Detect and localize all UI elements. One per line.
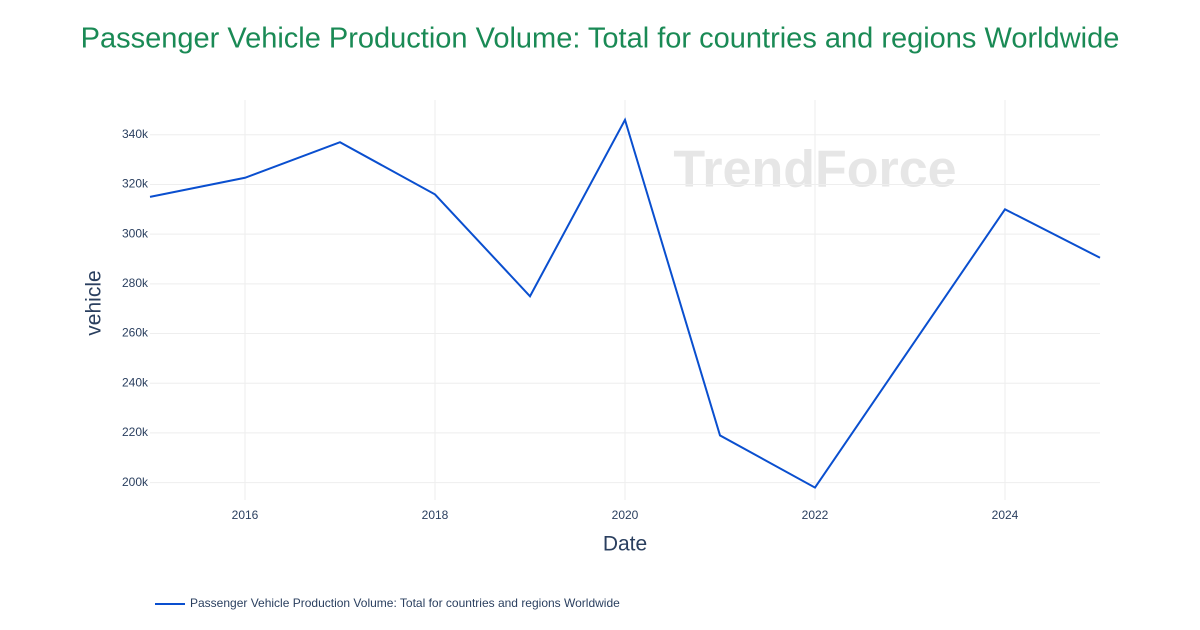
y-tick-label: 320k <box>122 177 149 191</box>
x-tick-label: 2022 <box>802 508 829 522</box>
x-tick-label: 2016 <box>232 508 259 522</box>
y-tick-label: 280k <box>122 276 149 290</box>
y-tick-label: 260k <box>122 326 149 340</box>
y-axis-title: vehicle <box>83 270 106 335</box>
y-tick-label: 200k <box>122 475 149 489</box>
x-tick-label: 2020 <box>612 508 639 522</box>
x-tick-label: 2018 <box>422 508 449 522</box>
x-axis-title: Date <box>603 533 647 556</box>
data-line <box>149 117 1101 489</box>
chart-title: Passenger Vehicle Production Volume: Tot… <box>81 23 1120 55</box>
y-tick-label: 220k <box>122 425 149 439</box>
y-tick-label: 240k <box>122 375 149 389</box>
legend-label: Passenger Vehicle Production Volume: Tot… <box>190 596 620 610</box>
y-tick-label: 300k <box>122 226 149 240</box>
x-tick-label: 2024 <box>992 508 1019 522</box>
y-tick-label: 340k <box>122 127 149 141</box>
